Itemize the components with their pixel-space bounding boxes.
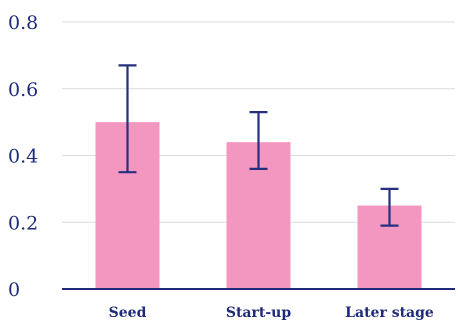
y-tick-label: 0.6 [8, 79, 38, 101]
x-axis-categories: Seed Start-up Later stage [109, 305, 434, 321]
y-tick-label: 0 [8, 279, 20, 301]
x-category-label: Later stage [345, 305, 434, 321]
y-tick-label: 0.2 [8, 212, 38, 234]
y-tick-label: 0.8 [8, 12, 38, 34]
y-axis-ticks: 0 0.2 0.4 0.6 0.8 [8, 12, 38, 301]
y-tick-label: 0.4 [8, 146, 38, 168]
x-category-label: Start-up [226, 305, 291, 321]
x-category-label: Seed [109, 305, 147, 321]
